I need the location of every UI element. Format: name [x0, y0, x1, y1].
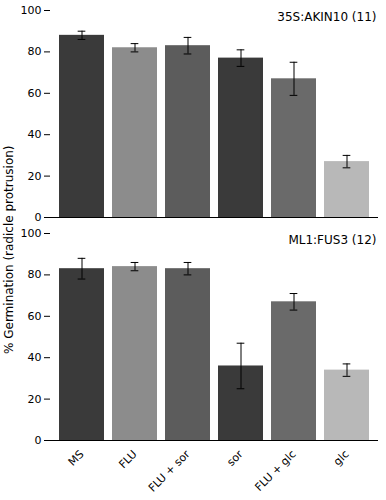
svg-text:0: 0	[35, 211, 42, 223]
svg-text:sor: sor	[224, 447, 246, 469]
svg-text:35S:AKIN10 (11): 35S:AKIN10 (11)	[277, 10, 376, 24]
svg-text:20: 20	[28, 170, 42, 183]
svg-text:glc: glc	[331, 448, 352, 469]
svg-text:40: 40	[28, 128, 42, 141]
svg-text:ML1:FUS3 (12): ML1:FUS3 (12)	[288, 233, 376, 247]
svg-text:100: 100	[21, 4, 42, 17]
svg-text:60: 60	[28, 310, 42, 323]
svg-text:80: 80	[28, 45, 42, 58]
svg-text:80: 80	[28, 268, 42, 281]
html-text:% Germination (radicle protrus: % Germination (radicle protrusion)	[2, 145, 16, 355]
svg-text:60: 60	[28, 87, 42, 100]
svg-text:FLU + glc: FLU + glc	[252, 448, 298, 494]
svg-text:20: 20	[28, 393, 42, 406]
svg-text:0: 0	[35, 434, 42, 447]
svg-text:FLU: FLU	[116, 448, 139, 471]
svg-text:FLU + sor: FLU + sor	[146, 447, 193, 494]
svg-text:100: 100	[21, 227, 42, 240]
svg-text:MS: MS	[66, 448, 87, 469]
svg-text:40: 40	[28, 351, 42, 364]
